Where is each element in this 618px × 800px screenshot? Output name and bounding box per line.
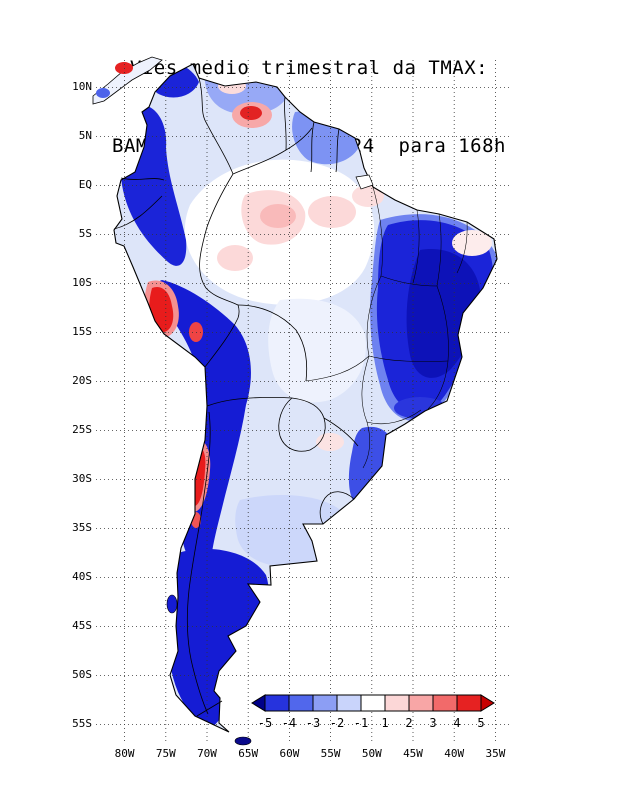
colorbar-tick-label: 2 <box>405 716 412 730</box>
bias-warm-panama <box>115 62 133 74</box>
border-peru-brazil <box>199 226 239 306</box>
bias-warm-venezuela-coast <box>218 78 246 94</box>
state-line <box>305 355 370 382</box>
colorbar-tick-label: -1 <box>354 716 368 730</box>
state-line <box>456 221 468 274</box>
bias-warm-west-amazon <box>217 245 253 271</box>
central-america-land <box>92 56 163 105</box>
staten-island <box>234 736 252 746</box>
border-colombia-brazil <box>206 173 234 228</box>
colorbar-tick-label: 4 <box>453 716 460 730</box>
state-line <box>372 186 383 277</box>
bias-pale-pampas <box>235 495 346 567</box>
colorbar-segment <box>312 694 338 712</box>
coastline <box>113 63 498 733</box>
colorbar-segment <box>336 694 362 712</box>
colorbar: -5 -4 -3 -2 -1 1 2 3 4 5 <box>251 694 495 730</box>
colorbar-tick-label: -3 <box>306 716 320 730</box>
border-bolivia-argentina <box>206 396 293 407</box>
country-borders <box>113 77 468 717</box>
state-line <box>366 409 422 425</box>
border-venezuela-guyana <box>284 96 287 151</box>
colorbar-tick-label: -2 <box>330 716 344 730</box>
bias-coldcore-east-brazil <box>406 249 481 378</box>
state-line <box>362 421 371 469</box>
border-bolivia-brazil <box>237 304 308 382</box>
border-chile-argentina <box>186 411 211 715</box>
state-line <box>380 275 438 287</box>
bias-warm-amazon-mouth <box>352 185 384 207</box>
colorbar-segment <box>408 694 434 712</box>
colorbar-right-arrow <box>480 694 495 712</box>
border-colombia-venezuela <box>198 77 234 175</box>
border-peru-bolivia <box>204 304 240 368</box>
border-guyana-suriname <box>310 121 315 173</box>
colorbar-segment <box>264 694 290 712</box>
state-line <box>412 209 420 284</box>
colorbar-segment <box>360 694 386 712</box>
border-paraguay-brazil <box>323 417 359 447</box>
state-line <box>361 355 370 423</box>
colorbar-segment <box>384 694 410 712</box>
bias-warm-guyana-core <box>240 106 262 120</box>
state-line <box>427 360 449 410</box>
colorbar-tick-label: -5 <box>258 716 272 730</box>
state-line <box>436 285 449 362</box>
border-suriname-guiana <box>335 128 340 173</box>
bias-neutral-ne-tip <box>452 230 492 256</box>
colorbar-segment <box>432 694 458 712</box>
colorbar-segment <box>288 694 314 712</box>
bias-cold-rio-saopaulo <box>394 397 446 419</box>
border-paraguay <box>278 397 326 452</box>
marajo-island <box>355 174 374 190</box>
colorbar-tick-label: 3 <box>429 716 436 730</box>
bias-pale-matogrosso <box>268 298 366 403</box>
strait-of-magellan <box>196 700 223 717</box>
colorbar-tick-label: -4 <box>282 716 296 730</box>
border-uruguay <box>319 491 355 525</box>
bias-cold-patagonia <box>168 548 269 732</box>
state-line <box>368 355 449 362</box>
chiloe-island <box>166 594 178 614</box>
colorbar-segment <box>456 694 482 712</box>
colorbar-left-arrow <box>251 694 266 712</box>
colorbar-tick-label: 1 <box>381 716 388 730</box>
bias-warm-para-patch <box>308 196 356 228</box>
state-line <box>436 213 442 287</box>
bias-cold-panama <box>96 88 110 98</box>
bias-warm-amazon-core <box>260 204 296 228</box>
border-ecuador-peru <box>113 195 163 230</box>
bias-cold-southbrazil-coast <box>348 426 395 508</box>
state-line <box>366 275 382 357</box>
colorbar-tick-label: 5 <box>477 716 484 730</box>
border-colombia-ecuador <box>120 177 165 181</box>
